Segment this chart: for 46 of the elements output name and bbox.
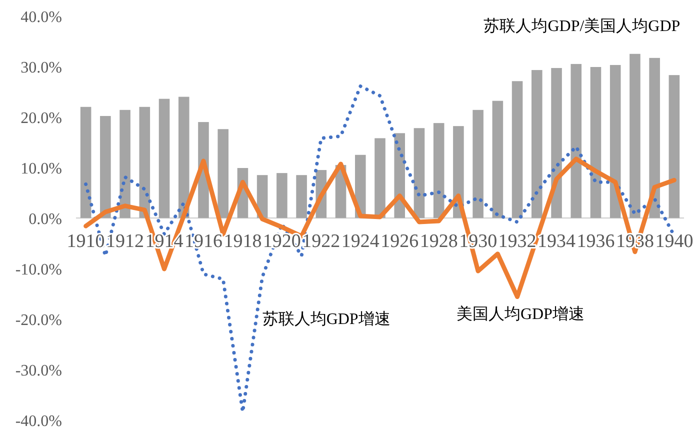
y-tick-label: 20.0% [20,110,62,127]
bar [218,129,228,218]
y-tick-label: 0.0% [28,211,62,228]
y-tick-label: -20.0% [15,312,62,329]
bar [139,106,150,218]
series-label: 美国人均GDP增速 [456,305,584,323]
x-tick-label: 1916 [184,231,222,252]
bar [120,110,130,218]
series-label: 苏联人均GDP增速 [262,310,390,328]
x-tick-label: 1924 [341,231,380,252]
x-tick-label: 1910 [66,231,105,252]
bar [570,64,582,218]
bar [433,123,444,218]
y-tick-label: -10.0% [15,262,62,278]
bar [630,54,640,218]
bar [158,98,170,218]
bar [80,106,92,218]
bar [276,173,288,218]
x-tick-label: 1934 [538,231,576,252]
bar [374,138,386,218]
bar [178,96,190,218]
bar [512,81,523,218]
x-tick-label: 1912 [106,231,144,252]
bar [472,110,484,218]
bar [610,64,621,218]
y-tick-label: 10.0% [20,160,62,178]
bar [492,100,504,218]
y-tick-label: 30.0% [20,60,62,76]
bar [668,75,680,218]
y-tick-label: 40.0% [20,9,62,26]
bar [414,128,425,218]
x-tick-label: 1940 [655,231,694,252]
bar [100,116,111,218]
bar [590,67,602,218]
series-label: 苏联人均GDP/美国人均GDP [484,17,680,36]
x-tick-label: 1926 [380,231,419,252]
x-tick-label: 1936 [576,231,615,252]
bar [649,58,660,218]
x-tick-label: 1928 [420,231,458,252]
y-tick-label: -30.0% [15,362,62,380]
y-tick-label: -40.0% [15,413,62,430]
x-tick-label: 1918 [224,231,262,252]
x-tick-label: 1922 [302,231,340,252]
bar [296,175,307,218]
bar [532,70,542,218]
bar [551,68,562,218]
